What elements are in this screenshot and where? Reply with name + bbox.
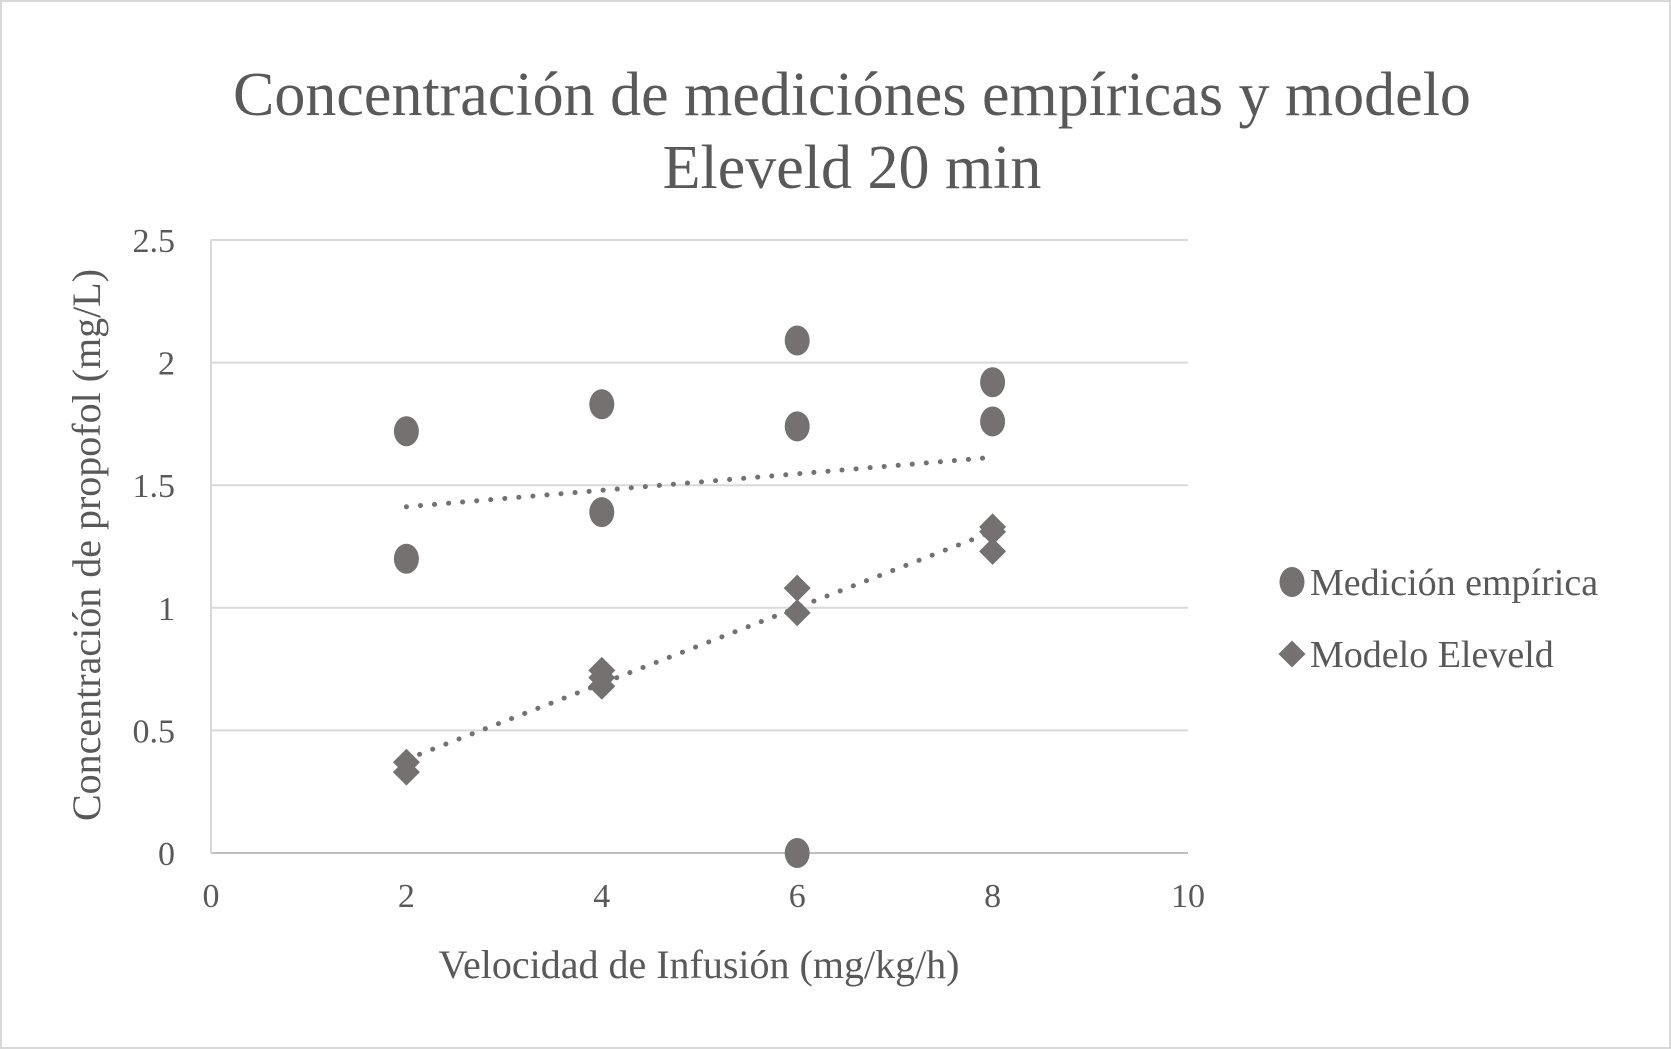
empirical-point (589, 389, 615, 420)
empirical-point (784, 411, 810, 442)
x-tick-label: 6 (789, 878, 806, 915)
y-tick-label: 0 (158, 836, 175, 873)
empirical-point (980, 406, 1006, 437)
chart-title-line-2: Eleveld 20 min (663, 134, 1042, 202)
model-point (979, 518, 1007, 546)
chart-title-line-1: Concentración de mediciónes empíricas y … (233, 61, 1471, 129)
x-tick-label: 10 (1171, 878, 1205, 915)
y-axis-label: Concentración de propofol (mg/L) (64, 269, 109, 821)
gridlines (210, 239, 1188, 854)
empirical-point (589, 497, 615, 528)
model-point (979, 537, 1007, 565)
y-tick-label: 2.5 (133, 223, 176, 260)
y-tick-label: 2 (158, 346, 175, 383)
y-tick-label: 1 (158, 591, 175, 628)
trendlines (403, 454, 996, 762)
legend: Medición empírica Modelo Eleveld (1278, 562, 1598, 676)
y-tick-label: 1.5 (133, 468, 176, 505)
model-point (783, 574, 811, 602)
empirical-point (784, 325, 810, 356)
model-point (392, 758, 420, 786)
legend-label: Medición empírica (1310, 562, 1598, 604)
legend-label: Modelo Eleveld (1310, 634, 1554, 676)
data-points (392, 325, 1007, 868)
empirical-point (393, 543, 419, 574)
legend-marker-diamond-icon (1278, 640, 1306, 668)
model-point (783, 599, 811, 627)
x-axis-label: Velocidad de Infusión (mg/kg/h) (439, 942, 960, 987)
trendline-model (403, 529, 996, 762)
y-tick-label: 0.5 (133, 713, 176, 750)
empirical-point (784, 838, 810, 868)
empirical-point (980, 367, 1006, 398)
x-tick-label: 4 (593, 878, 610, 915)
model-point (588, 672, 616, 700)
x-tick-label: 8 (984, 878, 1001, 915)
tick-labels: 0 0.5 1 1.5 2 2.5 0 2 4 6 8 10 (133, 223, 1206, 915)
trendline-empirical (403, 454, 996, 510)
empirical-point (393, 416, 419, 447)
legend-marker-circle-icon (1279, 567, 1305, 597)
x-tick-label: 2 (398, 878, 415, 915)
x-tick-label: 0 (203, 878, 220, 915)
